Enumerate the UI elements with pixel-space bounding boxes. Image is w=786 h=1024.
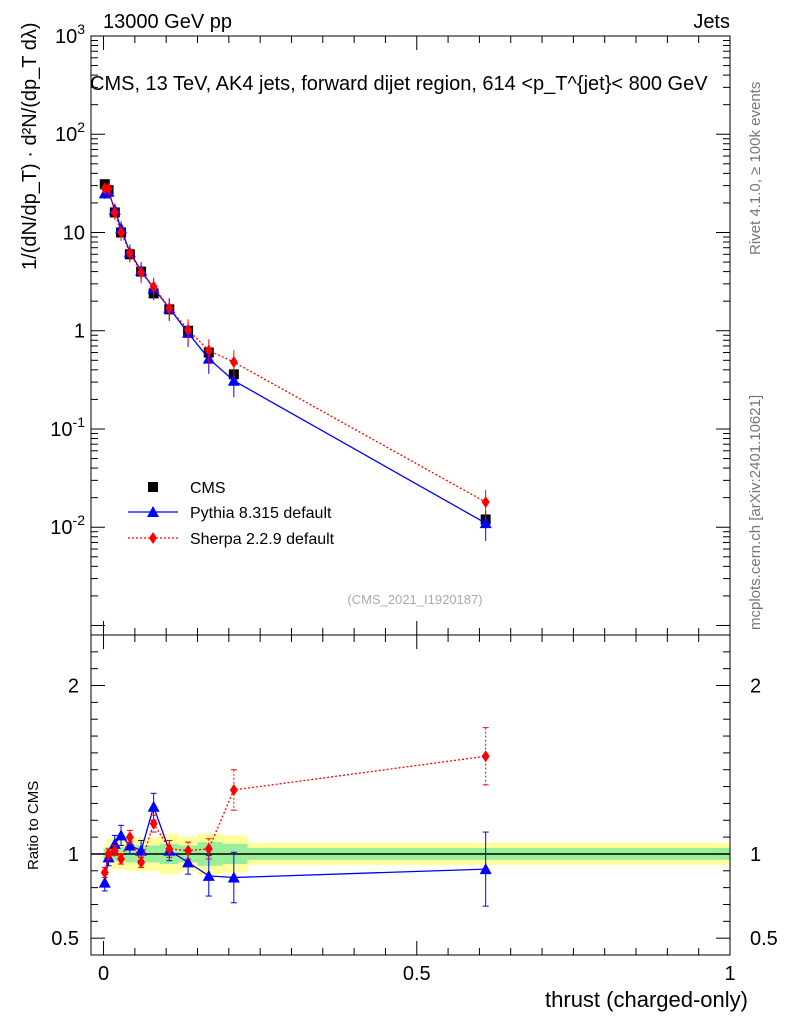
ratio-point-0-10 — [227, 871, 240, 883]
legend-label-0: CMS — [190, 480, 226, 497]
legend-marker-1 — [147, 506, 159, 517]
legend-marker-2 — [149, 532, 157, 544]
legend-marker-0 — [148, 482, 158, 492]
ratio-point-1-5 — [137, 856, 146, 869]
ratio-y-tick-label-right-1: 1 — [750, 844, 761, 866]
ratio-point-1-1 — [104, 847, 113, 860]
x-axis-label: thrust (charged-only) — [545, 987, 748, 1012]
ratio-point-1-9 — [204, 842, 213, 855]
main-point-2-7 — [165, 302, 174, 315]
ratio-point-1-7 — [165, 842, 174, 855]
energy-label: 13000 GeV pp — [103, 11, 232, 33]
ratio-y-tick-label-right-2: 2 — [750, 676, 761, 698]
main-y-tick-label-4: 102 — [55, 119, 85, 146]
main-point-2-10 — [229, 356, 238, 369]
rivet-version-label: Rivet 4.1.0, ≥ 100k events — [747, 81, 764, 255]
main-point-2-8 — [184, 323, 193, 336]
ratio-point-0-11 — [479, 863, 492, 875]
main-y-tick-label-5: 103 — [55, 21, 85, 48]
ratio-y-tick-label-left-0: 0.5 — [51, 928, 79, 950]
ratio-point-1-10 — [229, 783, 238, 796]
legend-label-2: Sherpa 2.2.9 default — [190, 531, 335, 548]
mcplots-source-label: mcplots.cern.ch [arXiv:2401.10621] — [747, 394, 764, 630]
category-label: Jets — [693, 11, 730, 33]
ratio-point-0-3 — [115, 829, 128, 841]
main-point-2-4 — [125, 246, 134, 259]
plot-title: CMS, 13 TeV, AK4 jets, forward dijet reg… — [90, 73, 708, 95]
tick-exponent: -1 — [73, 414, 86, 430]
main-point-2-2 — [110, 206, 119, 219]
ratio-point-0-6 — [147, 800, 160, 812]
legend-label-1: Pythia 8.315 default — [190, 505, 332, 522]
ratio-plot-frame — [90, 634, 731, 956]
ratio-point-0-8 — [182, 856, 195, 868]
main-y-tick-label-3: 10 — [63, 222, 85, 244]
ratio-point-1-6 — [149, 817, 158, 830]
main-point-1-11 — [479, 517, 492, 529]
ratio-y-axis-label: Ratio to CMS — [25, 781, 42, 870]
main-point-2-3 — [117, 226, 126, 239]
ratio-point-1-4 — [125, 831, 134, 844]
main-y-tick-label-1: 10-1 — [50, 414, 85, 441]
main-series-line-2 — [104, 187, 486, 503]
x-tick-label-0: 0 — [98, 963, 109, 985]
main-point-2-1 — [104, 182, 113, 195]
ratio-point-0-9 — [202, 869, 215, 881]
ratio-point-1-0 — [100, 866, 109, 879]
x-tick-label-1: 0.5 — [403, 963, 431, 985]
ratio-y-tick-label-right-0: 0.5 — [750, 928, 778, 950]
analysis-watermark: (CMS_2021_I1920187) — [347, 592, 482, 607]
main-series-line-1 — [104, 190, 486, 524]
tick-exponent: 3 — [77, 21, 85, 37]
ratio-point-0-0 — [98, 876, 111, 888]
ratio-y-tick-label-left-1: 1 — [68, 844, 79, 866]
ratio-point-0-2 — [108, 837, 121, 849]
main-y-axis-label: 1/(dN/dp_T) · d²N/(dp_T dλ) — [19, 23, 41, 271]
ratio-y-tick-label-left-2: 2 — [68, 676, 79, 698]
x-tick-label-2: 1 — [724, 963, 735, 985]
tick-exponent: 2 — [77, 119, 85, 135]
ratio-point-1-3 — [117, 853, 126, 865]
main-point-2-11 — [481, 496, 490, 509]
tick-exponent: -2 — [73, 512, 86, 528]
ratio-point-1-2 — [110, 844, 119, 857]
ratio-point-0-4 — [123, 839, 136, 851]
ratio-point-1-11 — [481, 750, 490, 763]
main-point-2-5 — [137, 266, 146, 279]
main-point-2-9 — [204, 344, 213, 357]
main-point-1-10 — [227, 374, 240, 386]
ratio-point-1-8 — [184, 844, 193, 857]
main-y-tick-label-2: 1 — [74, 321, 85, 343]
main-point-2-6 — [149, 280, 158, 293]
main-y-tick-label-0: 10-2 — [50, 512, 85, 539]
